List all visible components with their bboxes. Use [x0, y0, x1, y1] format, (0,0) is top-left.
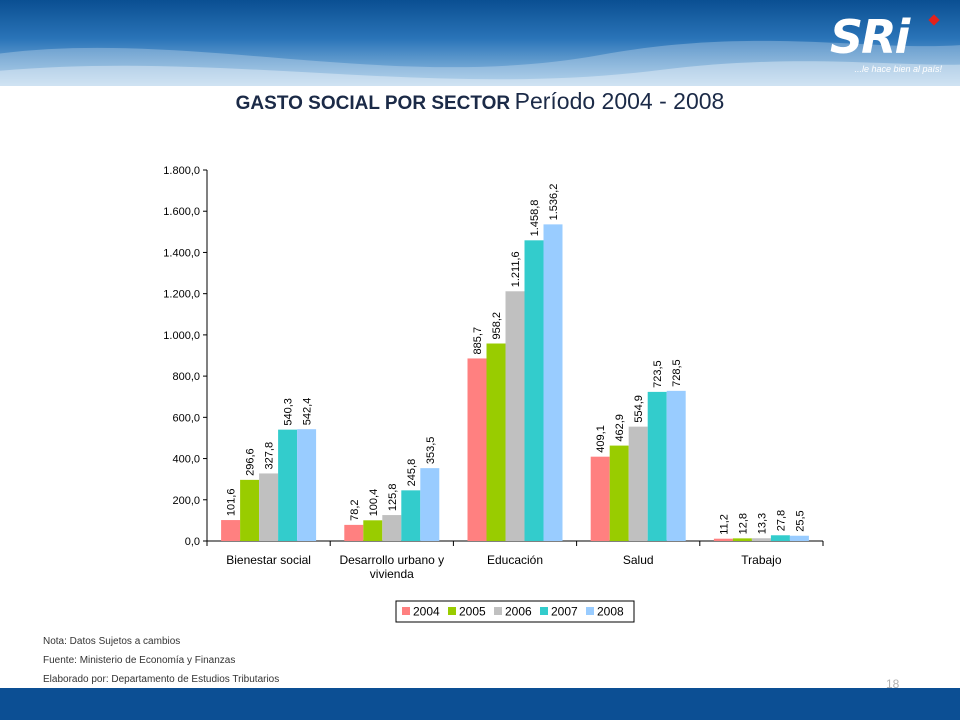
legend-label: 2004: [413, 605, 440, 619]
y-tick-label: 400,0: [172, 454, 200, 466]
data-label: 409,1: [595, 425, 607, 453]
data-label: 1.536,2: [548, 184, 560, 221]
bar-2004: [590, 456, 610, 541]
data-label: 540,3: [283, 398, 295, 426]
author-text: Elaborado por: Departamento de Estudios …: [43, 674, 280, 685]
bar-2008: [666, 390, 686, 541]
data-label: 542,4: [302, 398, 314, 426]
data-label: 958,2: [491, 312, 503, 340]
y-tick-label: 1.800,0: [163, 165, 200, 177]
y-tick-label: 1.400,0: [163, 247, 200, 259]
data-label: 125,8: [387, 484, 399, 512]
y-tick-label: 1.600,0: [163, 206, 200, 218]
y-tick-label: 1.200,0: [163, 289, 200, 301]
legend-swatch-2004: [402, 607, 410, 615]
legend-swatch-2006: [494, 607, 502, 615]
data-label: 353,5: [425, 437, 437, 465]
data-label: 245,8: [406, 459, 418, 487]
bar-2006: [382, 515, 402, 541]
data-label: 296,6: [245, 448, 257, 476]
slide-title: GASTO SOCIAL POR SECTOR Período 2004 - 2…: [0, 88, 960, 115]
data-label: 554,9: [633, 395, 645, 423]
legend-box: [395, 600, 635, 623]
bar-2007: [647, 391, 667, 541]
bar-2004: [344, 524, 364, 541]
y-tick-label: 200,0: [172, 495, 200, 507]
data-label: 723,5: [652, 360, 664, 388]
y-tick-label: 800,0: [172, 371, 200, 383]
data-label: 12,8: [737, 513, 749, 534]
bar-2008: [297, 429, 317, 541]
bar-2008: [789, 535, 809, 541]
bar-2007: [770, 535, 790, 541]
bar-2006: [628, 426, 648, 541]
data-label: 25,5: [794, 510, 806, 531]
category-label: Desarrollo urbano y: [339, 553, 444, 567]
bar-2007: [278, 429, 298, 541]
bar-2006: [259, 473, 279, 541]
bar-2004: [467, 358, 487, 541]
data-label: 100,4: [368, 489, 380, 517]
category-label: vivienda: [370, 567, 414, 581]
legend-label: 2006: [505, 605, 532, 619]
header-wave: [0, 40, 960, 86]
data-label: 327,8: [264, 442, 276, 470]
logo-text: SRi: [830, 10, 910, 64]
bar-2006: [751, 538, 771, 541]
legend-label: 2008: [597, 605, 624, 619]
category-label: Salud: [623, 553, 654, 567]
bar-2005: [486, 343, 506, 541]
bar-2007: [524, 240, 544, 541]
data-label: 728,5: [671, 359, 683, 387]
bar-2005: [609, 445, 629, 541]
category-label: Bienestar social: [226, 553, 311, 567]
data-label: 1.458,8: [529, 200, 541, 237]
bar-2008: [420, 468, 440, 541]
data-label: 462,9: [614, 414, 626, 442]
data-label: 78,2: [349, 499, 361, 520]
bar-2005: [240, 479, 260, 541]
category-label: Educación: [487, 553, 543, 567]
title-bold: GASTO SOCIAL POR SECTOR: [235, 93, 511, 114]
data-label: 11,2: [718, 514, 730, 535]
bar-2004: [713, 538, 733, 541]
bar-2004: [221, 520, 241, 541]
page-number: 18: [886, 677, 900, 691]
y-tick-label: 0,0: [185, 536, 200, 548]
logo-tagline: ...le hace bien al país!: [854, 64, 942, 74]
notes-block: Nota: Datos Sujetos a cambios Fuente: Mi…: [43, 632, 279, 689]
source-text: Fuente: Ministerio de Economía y Finanza…: [43, 655, 236, 666]
legend-label: 2005: [459, 605, 486, 619]
footer-band: [0, 688, 960, 720]
y-tick-label: 600,0: [172, 412, 200, 424]
legend-swatch-2007: [540, 607, 548, 615]
bar-2008: [543, 224, 563, 541]
category-label: Trabajo: [741, 553, 782, 567]
legend-swatch-2005: [448, 607, 456, 615]
bar-2005: [363, 520, 383, 541]
bar-2005: [732, 538, 752, 541]
header-band: SRi ...le hace bien al país!: [0, 0, 960, 86]
data-label: 101,6: [226, 489, 238, 517]
y-tick-label: 1.000,0: [163, 330, 200, 342]
legend-label: 2007: [551, 605, 578, 619]
sri-logo: SRi ...le hace bien al país!: [830, 10, 942, 80]
data-label: 13,3: [756, 513, 768, 534]
title-period: Período 2004 - 2008: [514, 88, 725, 114]
data-label: 27,8: [775, 510, 787, 531]
data-label: 1.211,6: [510, 251, 522, 287]
legend-swatch-2008: [586, 607, 594, 615]
note-text: Nota: Datos Sujetos a cambios: [43, 636, 181, 647]
bar-2007: [401, 490, 421, 541]
bar-2006: [505, 291, 525, 541]
data-label: 885,7: [472, 327, 484, 355]
